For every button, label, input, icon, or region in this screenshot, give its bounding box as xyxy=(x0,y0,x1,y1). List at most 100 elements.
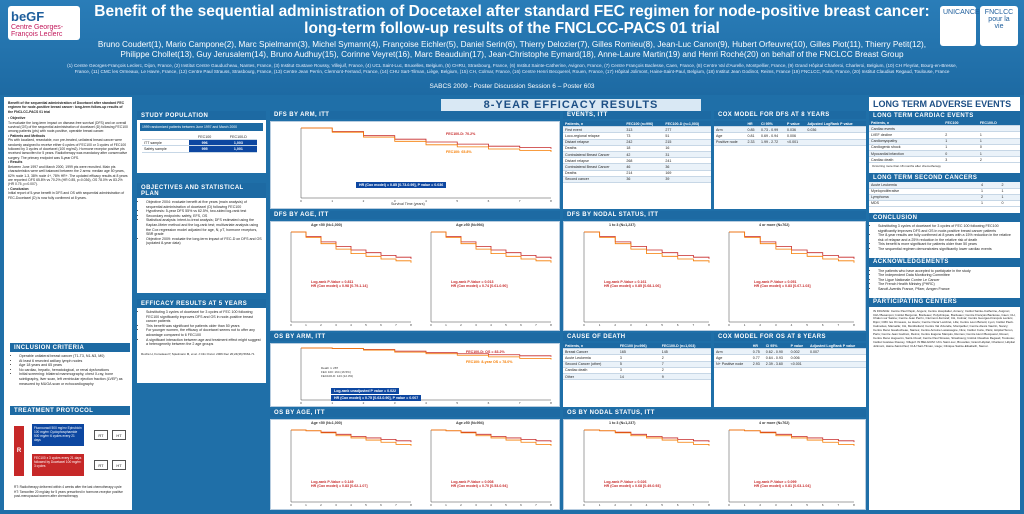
table-cell: 0 xyxy=(977,144,1020,151)
poster-title: Benefit of the sequential administration… xyxy=(90,3,934,37)
table-header-cell: FEC100 xyxy=(943,120,978,127)
dfs-nodal-left-hr: Log-rank P-Value = 0.161 HR (Cox model) … xyxy=(604,280,661,288)
table-header-cell: FEC100-D (n=1,003) xyxy=(659,343,711,350)
series-line-fec100-d xyxy=(431,231,552,259)
table-cell: Acute Leukemia xyxy=(869,182,979,189)
cox-dfs-heading: COX MODEL FOR DFS AT 8 YEARS xyxy=(714,111,866,119)
cause-death-row: Acute Leukemia 3 2 xyxy=(563,354,711,362)
x-tick-label: 2 xyxy=(759,323,761,327)
randomization-box: R xyxy=(14,426,24,476)
x-tick-label: 5 xyxy=(661,323,663,327)
series-line-fec100 xyxy=(431,429,552,446)
table-header-cell: Patients, n xyxy=(563,121,625,128)
table-cell: 1 xyxy=(977,131,1020,139)
cox-os-row: Arm 0.75 0.62 - 0.90 0.002 0.007 xyxy=(714,348,866,356)
dfs-age-left-hr: Log-rank P-Value = 0.811 HR (Cox model) … xyxy=(311,280,368,288)
cardiac-row: Cardiomyopathy 1 1 xyxy=(869,138,1020,145)
x-tick-label: 6 xyxy=(677,503,679,507)
table-cell: 42 xyxy=(624,151,664,159)
series-line-fec100 xyxy=(301,127,552,152)
table-cell: 215 xyxy=(663,139,711,146)
table-cell: 2 xyxy=(978,194,1000,201)
adverse-heading: LONG TERM ADVERSE EVENTS xyxy=(873,99,1012,109)
os-age-right-hr: Log-rank P-Value = 0.008 HR (Cox model) … xyxy=(451,480,508,488)
efficacy5-item: This benefit was significant for patient… xyxy=(146,324,262,329)
x-tick-label: 7 xyxy=(395,323,397,327)
table-cell: 1 xyxy=(977,138,1020,145)
table-cell: 2 xyxy=(999,182,1020,189)
table-cell: 5 xyxy=(617,361,660,368)
x-tick-label: 0 xyxy=(728,323,730,327)
arm-b-box: FEC100 x 3 cycles every 21 days followed… xyxy=(32,454,84,476)
col-fec100d: FEC100-D xyxy=(219,134,257,141)
x-tick-label: 0 xyxy=(430,503,432,507)
conclusion-list: Substituting 3 cycles of docetaxel for 3… xyxy=(869,222,1020,254)
x-tick-label: 6 xyxy=(520,503,522,507)
table-cell: Distant relapse xyxy=(563,157,625,165)
table-cell: 0.81 xyxy=(745,132,759,140)
table-cell: 9 xyxy=(659,373,711,381)
ack-list: The patients who have accepted to partic… xyxy=(869,267,1020,294)
ack-item: Sanofi-Aventis France, Pfizer, Amgen Fra… xyxy=(878,287,1016,292)
table-cell: 4 xyxy=(978,182,1000,189)
cox-os-panel: HR CI 95% P value Adjusted LogRank P value A… xyxy=(714,343,866,407)
treatment-panel: TREATMENT PROTOCOL R Fluorouracil 500 mg… xyxy=(10,406,130,510)
second-cancer-row: Lymphoma 2 1 xyxy=(869,194,1020,201)
patients-text: Pts with localized, resectable, non pre-… xyxy=(8,138,128,160)
inclusion-item: At least 6 resected axillary lymph nodes xyxy=(19,359,126,364)
efficacy-main-title: 8-YEAR EFFICACY RESULTS xyxy=(441,99,701,111)
table-header-cell: HR xyxy=(745,121,759,128)
os-itt-svg: 0 1 2 3 4 5 6 7 8 xyxy=(300,347,552,405)
table-cell: Deaths xyxy=(563,170,625,177)
table-cell: 2.93 xyxy=(750,361,764,368)
x-tick-label: 1 xyxy=(599,503,601,507)
cox-os-row: N+ Positive node 2.93 2.39 - 3.60 <0.001 xyxy=(714,361,866,368)
results-text: Between June 1997 and March 2000, 1999 p… xyxy=(8,164,128,187)
table-cell: 277 xyxy=(663,126,711,134)
conclusion-item: The 8-year results are fully confirmed a… xyxy=(878,233,1016,242)
x-tick-label: 3 xyxy=(335,323,337,327)
cox-dfs-table: HR CI 95% P value Adjusted LogRank P value A… xyxy=(714,121,866,146)
table-cell: 0.036 xyxy=(785,126,806,134)
table-cell: 1 xyxy=(999,194,1020,201)
ht-box-b: HT xyxy=(112,460,126,470)
cause-death-row: Second Cancer (other) 5 7 xyxy=(563,361,711,368)
x-tick-label: 2 xyxy=(759,503,761,507)
table-cell: Loco-regional relapse xyxy=(563,132,625,140)
table-cell: <0.001 xyxy=(788,361,809,368)
inclusion-item: Age 18 years and 65 years xyxy=(19,363,126,368)
second-cancer-row: Acute Leukemia 4 2 xyxy=(869,182,1020,189)
os-itt-chart: 0 1 2 3 4 5 6 7 8 FEC100-D: OS = 83.2% FEC100: 8… xyxy=(270,343,560,407)
table-cell: 2.39 - 3.60 xyxy=(763,361,789,368)
dfs-itt-heading: DFS BY ARM, ITT xyxy=(270,111,560,119)
series-line-fec100-d xyxy=(291,231,412,259)
table-cell xyxy=(805,139,866,146)
table-cell: 39 xyxy=(663,176,711,183)
cardiac-heading: LONG TERM CARDIAC EVENTS xyxy=(869,111,1020,120)
x-tick-label: 2 xyxy=(320,323,322,327)
x-tick-label: 1 xyxy=(331,401,333,405)
table-cell: 1 xyxy=(999,188,1020,195)
participating-heading: PARTICIPATING CENTERS xyxy=(869,297,1020,307)
objectives-panel: OBJECTIVES AND STATISTICAL PLAN Objectiv… xyxy=(137,183,266,293)
ack-item: The French Health Ministry (PHRC) xyxy=(878,282,1016,287)
x-tick-label: 2 xyxy=(460,503,462,507)
table-cell: 241 xyxy=(663,157,711,165)
x-tick-label: 7 xyxy=(519,199,521,203)
events-row: Contralateral Breast Cancer 42 31 xyxy=(563,151,711,159)
col-fec100: FEC100 xyxy=(189,134,220,141)
efficacy5-item: For younger women, the efficacy of docet… xyxy=(146,328,262,337)
objective-item: Secondary endpoints: safety, EFS, OS xyxy=(146,214,262,219)
abstract-title: Benefit of the sequential administration… xyxy=(8,101,125,114)
table-header-cell: CI 95% xyxy=(758,121,786,128)
right-column: LONG TERM ADVERSE EVENTS LONG TERM CARDI… xyxy=(869,97,1020,510)
x-tick-label: 5 xyxy=(365,503,367,507)
table-cell: 0.64 - 0.93 xyxy=(763,354,789,362)
unicancer-logo: UNICANCER xyxy=(940,6,985,46)
table-cell: 1.99 - 2.72 xyxy=(758,139,786,146)
table-header-cell: P value xyxy=(788,343,809,350)
x-tick-label: 5 xyxy=(456,199,458,203)
title-line-1: Benefit of the sequential administration… xyxy=(94,3,930,20)
table-header-cell xyxy=(714,343,751,350)
events-row: Contralateral Breast Cancer 46 36 xyxy=(563,163,711,171)
